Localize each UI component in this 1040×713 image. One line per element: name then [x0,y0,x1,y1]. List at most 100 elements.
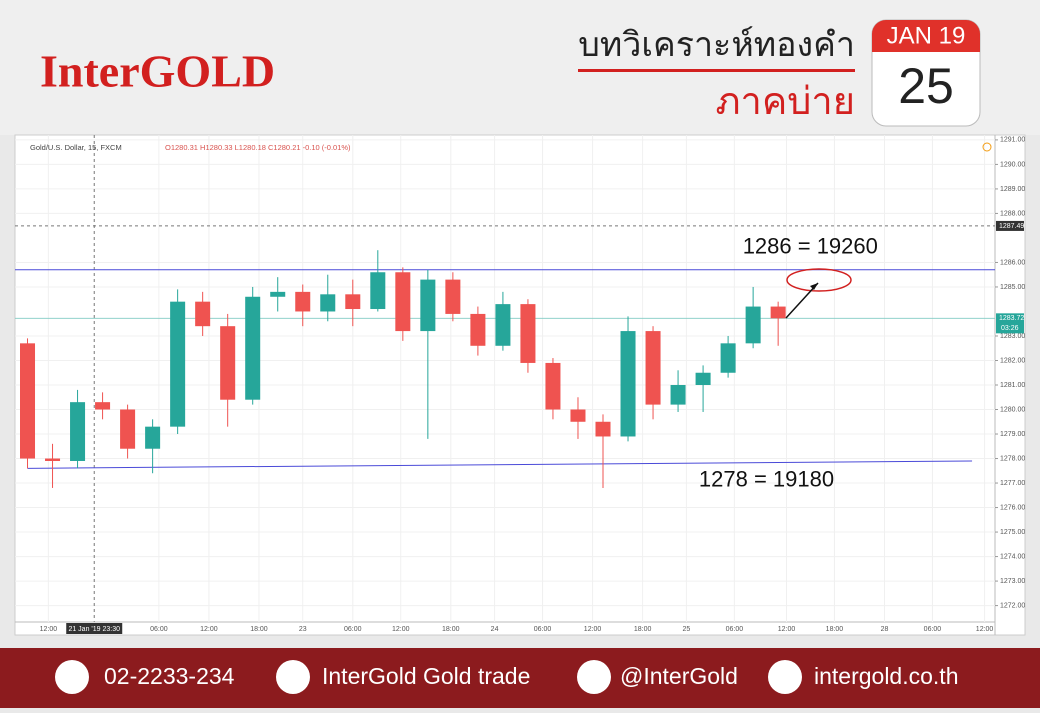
symbol: Gold/U.S. Dollar, 15, FXCM [30,143,122,152]
y-tick-label: 1283.00 [1000,333,1025,340]
last-price-box [996,313,1024,334]
candle-body [620,331,636,437]
calendar-day: 25 [898,58,954,114]
candle-body [145,426,161,449]
crosshair-time-box [66,623,123,634]
candle-body [345,294,361,310]
countdown: 03:26 [1001,325,1019,332]
candle-body [320,294,336,312]
arrow [785,282,819,319]
candle-body [70,402,86,461]
footer-website: intergold.co.th [814,663,958,689]
footer-bg [0,648,1040,708]
candle-body [220,326,236,400]
footer-phone: 02-2233-234 [104,663,235,689]
x-tick-label: 18:00 [250,626,268,633]
x-tick-label: 23 [299,626,307,633]
y-tick-label: 1290.00 [1000,161,1025,168]
candle-body [745,306,761,344]
x-tick-label: 28 [881,626,889,633]
title: บทวิเคราะห์ทองคำ [578,26,855,64]
y-tick-label: 1274.00 [1000,553,1025,560]
candle-body [420,279,436,332]
candle-body [495,304,511,346]
crosshair-price-box [996,220,1024,231]
crosshair-price: 1287.49 [999,223,1024,230]
candle-body [270,291,286,297]
candle-body [720,343,736,373]
calendar-top [872,20,980,52]
y-tick-label: 1286.00 [1000,259,1025,266]
support-line [27,460,973,469]
y-tick-label: 1282.00 [1000,357,1025,364]
ohlc-info: O1280.31 H1280.33 L1280.18 C1280.21 -0.1… [165,143,351,152]
y-tick-label: 1291.00 [1000,137,1025,144]
x-tick-label: 06:00 [344,626,362,633]
y-tick-label: 1275.00 [1000,529,1025,536]
x-tick-label: 25 [683,626,691,633]
y-tick-label: 1279.00 [1000,431,1025,438]
candle-body [695,372,711,385]
candle-body [770,306,786,319]
web-icon [768,660,802,694]
candle-body [95,402,111,410]
x-tick-label: 12:00 [976,626,994,633]
x-tick-label: 06:00 [726,626,744,633]
line-icon [577,660,611,694]
footer-facebook: InterGold Gold trade [322,663,530,689]
x-tick-label: 18:00 [442,626,460,633]
calendar-month: JAN 19 [887,22,966,49]
candle-body [45,458,61,461]
candle-body [195,301,211,327]
footer-line: @InterGold [620,663,738,689]
y-tick-label: 1289.00 [1000,186,1025,193]
x-tick-label: 12:00 [200,626,218,633]
subtitle: ภาคบ่าย [715,81,855,123]
x-tick-label: 18:00 [634,626,652,633]
annotation: 1278 = 19180 [699,466,834,491]
x-tick-label: 12:00 [392,626,410,633]
annotation: 1286 = 19260 [743,234,878,259]
x-tick-label: 12:00 [40,626,58,633]
y-tick-label: 1272.00 [1000,602,1025,609]
candle-body [395,272,411,332]
candle-body [520,304,536,363]
x-tick-label: 06:00 [924,626,942,633]
x-tick-label: 24 [491,626,499,633]
arrowhead [810,283,818,290]
y-tick-label: 1277.00 [1000,480,1025,487]
candle-body [170,301,186,427]
candle-body [545,362,561,410]
x-tick-label: 18:00 [826,626,844,633]
candle-body [120,409,136,449]
y-tick-label: 1278.00 [1000,455,1025,462]
candle-body [20,343,36,459]
y-tick-label: 1288.00 [1000,210,1025,217]
phone-icon [55,660,89,694]
header-bg [0,0,1040,135]
candle-body [595,421,611,437]
target-ellipse [786,268,852,292]
last-price: 1283.72 [999,315,1024,322]
crosshair-time: 21 Jan '19 23:30 [68,626,120,633]
x-tick-label: 12:00 [778,626,796,633]
plot: 1272.00 1273.00 1274.00 1275.00 1276.00 1277.… [15,135,1025,634]
facebook-icon [276,660,310,694]
y-tick-label: 1273.00 [1000,578,1025,585]
y-tick-label: 1276.00 [1000,504,1025,511]
x-tick-label: 12:00 [584,626,602,633]
y-tick-label: 1280.00 [1000,406,1025,413]
title-underline [578,69,855,72]
info-icon [982,142,992,152]
y-tick-label: 1281.00 [1000,382,1025,389]
candle-body [670,385,686,405]
candle-body [570,409,586,422]
x-tick-label: 06:00 [534,626,552,633]
logo: InterGOLD [40,46,275,97]
candle-body [245,296,261,400]
candle-body [445,279,461,314]
candle-body [645,331,661,405]
x-tick-label: 06:00 [150,626,168,633]
